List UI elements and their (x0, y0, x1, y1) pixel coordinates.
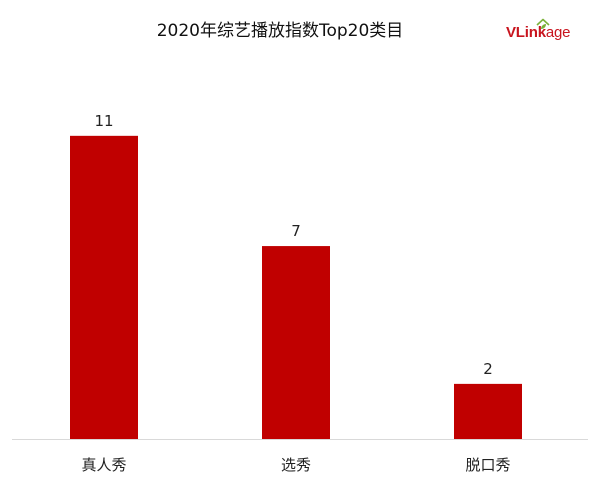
data-label: 7 (291, 222, 301, 240)
bar (454, 383, 522, 439)
category-label: 脱口秀 (465, 456, 510, 474)
vlinkage-logo: VLinkage (506, 18, 584, 44)
house-leaf-icon (536, 18, 550, 29)
category-label: 选秀 (281, 456, 311, 474)
brand-text: VLinkage (506, 24, 570, 41)
bar (262, 246, 330, 439)
data-label: 2 (483, 360, 493, 378)
brand-text-main: VLink (506, 24, 546, 41)
bar (70, 135, 138, 439)
data-label: 11 (94, 112, 113, 130)
category-label: 真人秀 (81, 456, 126, 474)
brand-text-tail: age (545, 24, 571, 41)
chart-title: 2020年综艺播放指数Top20类目 (156, 21, 404, 41)
